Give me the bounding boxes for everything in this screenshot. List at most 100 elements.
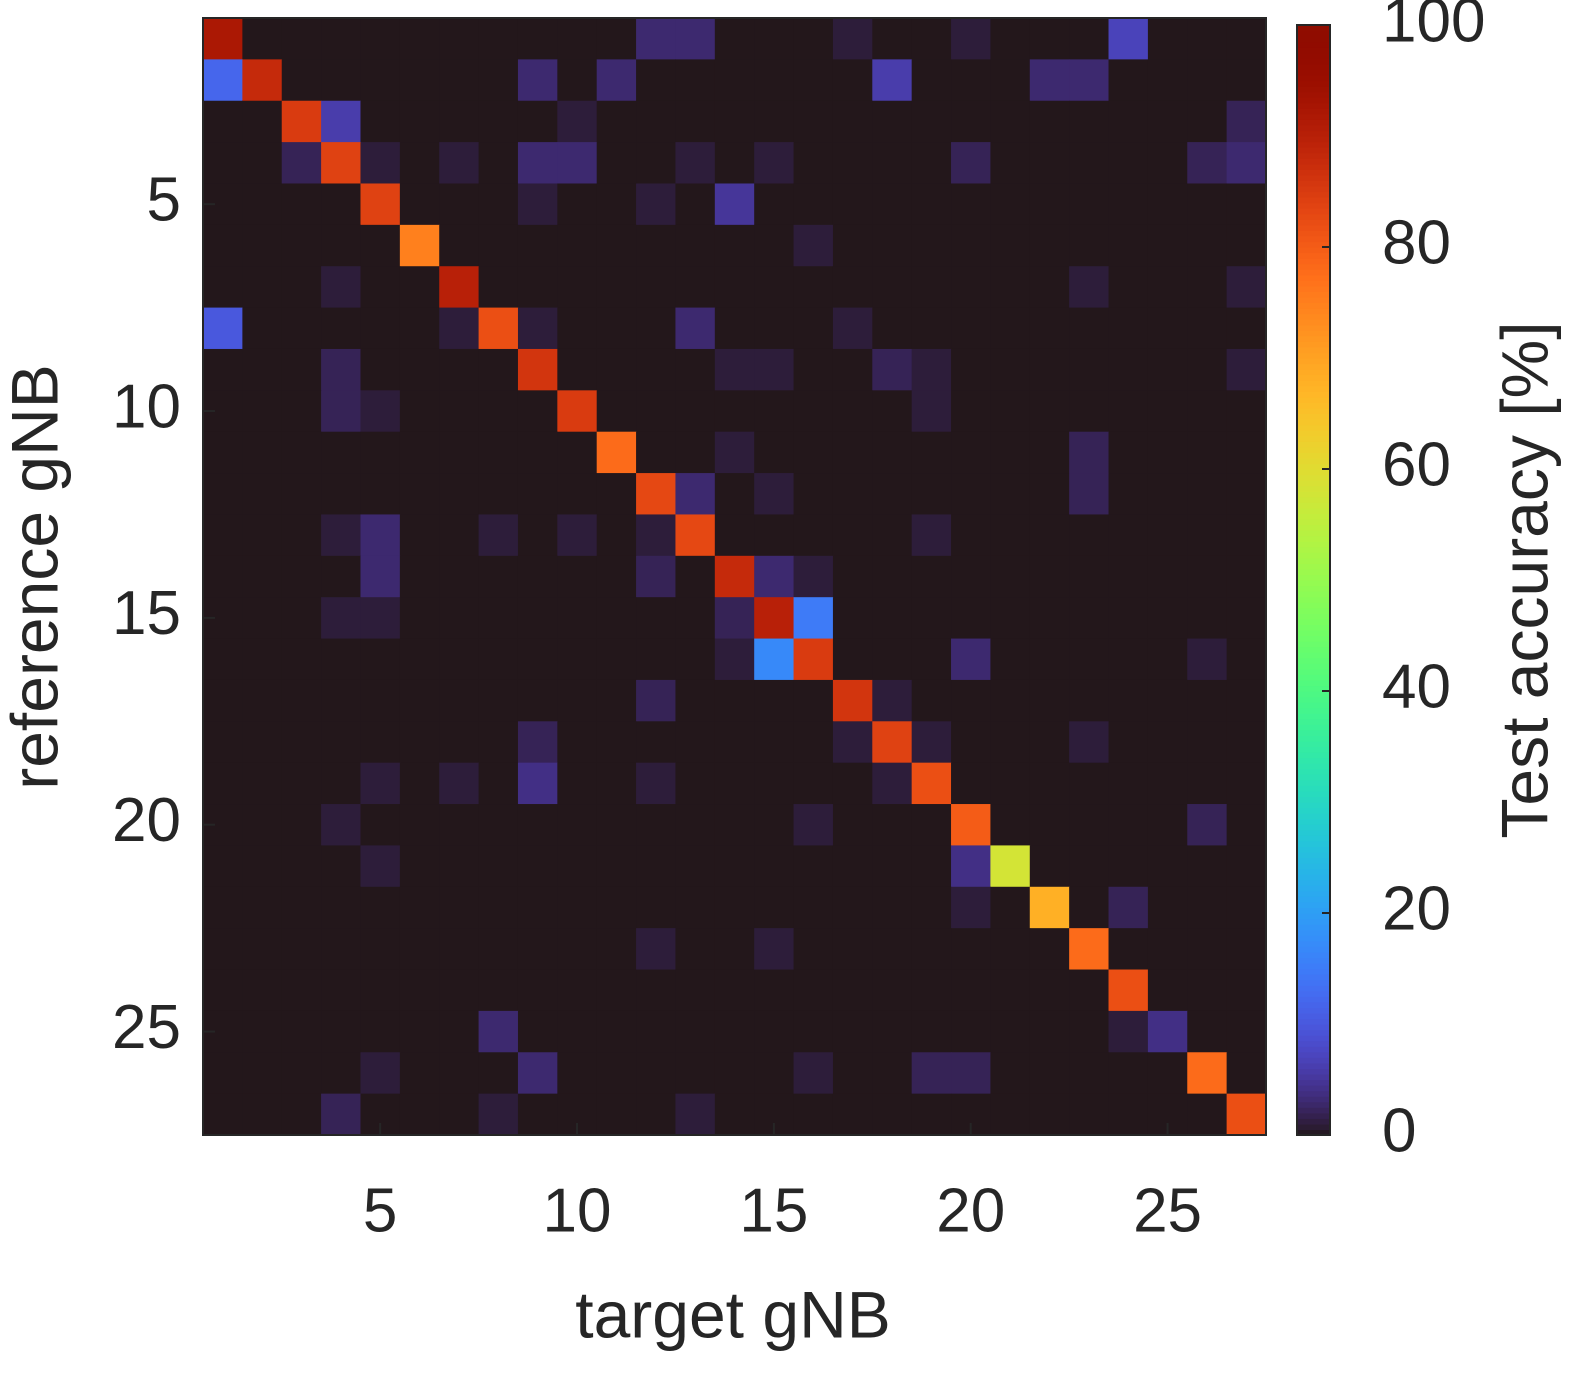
- heat-cell: [714, 597, 755, 640]
- colorbar-segment: [1297, 25, 1330, 32]
- heat-cell: [1147, 183, 1188, 226]
- heat-cell: [911, 1010, 952, 1053]
- heat-cell: [754, 721, 795, 764]
- heat-cell: [478, 390, 519, 433]
- heat-cell: [557, 928, 598, 971]
- heat-cell: [360, 348, 401, 391]
- colorbar-segment: [1297, 746, 1330, 753]
- colorbar-segment: [1297, 258, 1330, 265]
- heat-cell: [675, 224, 716, 267]
- colorbar-segment: [1297, 641, 1330, 648]
- heat-cell: [636, 142, 676, 184]
- colorbar-segment: [1297, 1012, 1330, 1020]
- heat-cell: [832, 348, 873, 391]
- heat-cell: [517, 224, 558, 267]
- heat-cell: [439, 348, 480, 391]
- heat-cell: [990, 969, 1031, 1012]
- heat-cell: [596, 928, 637, 971]
- heat-cell: [872, 804, 913, 846]
- colorbar-segment: [1297, 652, 1330, 659]
- colorbar-segment: [1297, 840, 1330, 847]
- heat-cell: [557, 514, 598, 557]
- heat-cell: [1226, 59, 1267, 102]
- colorbar-segment: [1297, 202, 1330, 209]
- heat-cell: [911, 514, 952, 557]
- heat-cell: [439, 638, 480, 681]
- heat-cell: [754, 59, 795, 102]
- heat-cell: [596, 266, 637, 309]
- heat-cell: [478, 431, 519, 474]
- heat-cell: [832, 514, 873, 557]
- heat-cell: [714, 721, 755, 764]
- heat-cell: [872, 390, 913, 433]
- heat-cell: [1147, 224, 1188, 267]
- heat-cell: [951, 307, 991, 350]
- colorbar-segment: [1297, 618, 1330, 625]
- heat-cell: [911, 18, 952, 60]
- heat-cell: [1226, 514, 1267, 557]
- heat-cell: [754, 804, 795, 846]
- heat-cell: [832, 473, 873, 515]
- colorbar-segment: [1297, 1123, 1330, 1131]
- heat-cell: [1029, 1093, 1070, 1136]
- heat-cell: [911, 1052, 952, 1095]
- heat-cell: [675, 928, 716, 971]
- heat-cell: [1226, 183, 1267, 226]
- heat-cell: [754, 845, 795, 888]
- heat-cell: [321, 721, 361, 764]
- colorbar-segment: [1297, 469, 1330, 476]
- heat-cell: [951, 431, 991, 474]
- colorbar-segment: [1297, 1024, 1330, 1031]
- heat-cell: [832, 266, 873, 309]
- heat-cell: [478, 969, 519, 1012]
- heat-cell: [399, 183, 440, 226]
- heat-cell: [517, 100, 558, 143]
- heat-cell: [1108, 390, 1149, 433]
- heat-cell: [675, 721, 716, 764]
- colorbar-segment: [1297, 835, 1330, 842]
- heat-cell: [951, 638, 991, 681]
- heat-cell: [675, 100, 716, 143]
- heat-cell: [478, 679, 519, 722]
- colorbar-segment: [1297, 291, 1330, 298]
- colorbar-segment: [1297, 901, 1330, 909]
- heat-cell: [557, 762, 598, 805]
- heat-cell: [1147, 514, 1188, 557]
- colorbar-segment: [1297, 1051, 1330, 1058]
- colorbar-segment: [1297, 1090, 1330, 1097]
- heat-cell: [1029, 845, 1070, 888]
- heat-cell: [872, 679, 913, 722]
- heat-cell: [872, 266, 913, 309]
- heat-cell: [990, 348, 1031, 391]
- heat-cell: [872, 845, 913, 888]
- heat-cell: [1069, 266, 1110, 309]
- heat-cell: [1147, 59, 1188, 102]
- heat-cell: [439, 762, 480, 805]
- colorbar-segment: [1297, 274, 1330, 281]
- heat-cell: [832, 100, 873, 143]
- heat-cell: [557, 969, 598, 1012]
- colorbar-segment: [1297, 1068, 1330, 1075]
- heat-cell: [754, 473, 795, 515]
- heat-cell: [1226, 886, 1267, 929]
- heat-cell: [439, 555, 480, 598]
- colorbar-segment: [1297, 369, 1330, 376]
- heat-cell: [517, 390, 558, 433]
- heat-cell: [1187, 266, 1228, 309]
- heat-cell: [1029, 514, 1070, 557]
- heat-cell: [1108, 804, 1149, 846]
- heat-cell: [754, 886, 795, 929]
- heat-cell: [1147, 928, 1188, 971]
- heat-cell: [990, 266, 1031, 309]
- heat-cell: [832, 886, 873, 929]
- colorbar-segment: [1297, 313, 1330, 320]
- heat-cell: [872, 59, 913, 102]
- heat-cell: [793, 1052, 834, 1095]
- heat-cell: [321, 1052, 361, 1095]
- heat-cell: [990, 928, 1031, 971]
- colorbar-segment: [1297, 552, 1330, 559]
- heat-cell: [478, 1093, 519, 1136]
- colorbar-segment: [1297, 269, 1330, 276]
- heat-cell: [911, 142, 952, 184]
- colorbar-segment: [1297, 108, 1330, 115]
